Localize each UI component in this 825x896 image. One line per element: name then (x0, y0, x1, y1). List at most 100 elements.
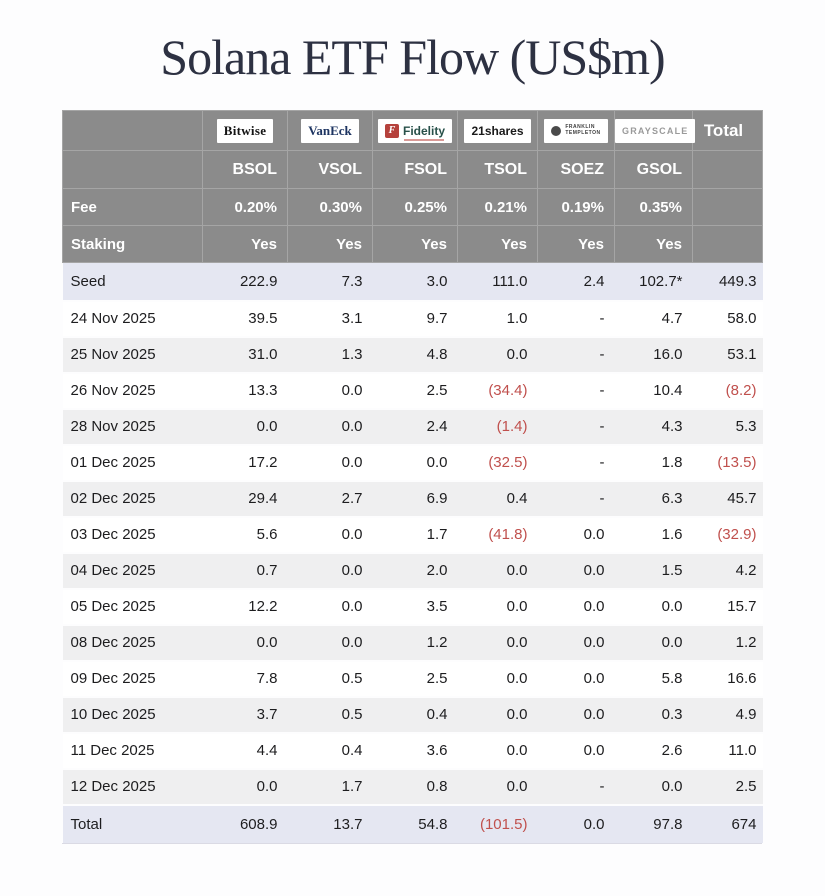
flow-cell: 4.4 (202, 731, 288, 769)
page-title: Solana ETF Flow (US$m) (160, 29, 665, 85)
row-label: 11 Dec 2025 (62, 731, 203, 769)
flow-cell: 0.0 (537, 551, 615, 589)
table-row: 08 Dec 2025 0.0 0.0 1.2 0.0 0.0 0.0 1.2 (62, 623, 763, 661)
grayscale-logo-cell: GRAYSCALE (614, 110, 696, 151)
shares21-logo-text: 21shares (471, 123, 524, 138)
fee-cell-tsol: 0.21% (457, 188, 538, 226)
flow-cell: - (537, 335, 615, 373)
flow-cell: 1.6 (614, 515, 693, 553)
row-label: 26 Nov 2025 (62, 371, 203, 409)
row-label: 02 Dec 2025 (62, 479, 203, 517)
fee-cell-fsol: 0.25% (372, 188, 458, 226)
row-total-cell: 45.7 (692, 479, 763, 517)
flow-cell: 0.0 (457, 587, 538, 625)
flow-cell: 0.4 (287, 731, 373, 769)
flow-cell: 2.6 (614, 731, 693, 769)
flow-cell: - (537, 767, 615, 805)
flow-cell: 0.0 (537, 803, 615, 843)
flow-cell: 0.0 (287, 371, 373, 409)
staking-cell-fsol: Yes (372, 225, 458, 263)
row-label: Total (62, 803, 203, 843)
flow-cell: 1.0 (457, 299, 538, 337)
table-row: Total 608.9 13.7 54.8 (101.5) 0.0 97.8 674 (62, 803, 763, 843)
staking-row-label: Staking (62, 225, 203, 263)
flow-cell: (41.8) (457, 515, 538, 553)
fee-cell-vsol: 0.30% (287, 188, 373, 226)
table-row: 05 Dec 2025 12.2 0.0 3.5 0.0 0.0 0.0 15.7 (62, 587, 763, 625)
flow-cell: 6.9 (372, 479, 458, 517)
grayscale-logo-text: GRAYSCALE (622, 125, 689, 136)
row-total-cell: 2.5 (692, 767, 763, 805)
table-row: 11 Dec 2025 4.4 0.4 3.6 0.0 0.0 2.6 11.0 (62, 731, 763, 769)
flow-cell: 0.0 (457, 731, 538, 769)
flow-cell: 0.0 (537, 623, 615, 661)
flow-cell: - (537, 299, 615, 337)
flow-cell: 4.8 (372, 335, 458, 373)
flow-cell: 0.4 (457, 479, 538, 517)
table-row: 09 Dec 2025 7.8 0.5 2.5 0.0 0.0 5.8 16.6 (62, 659, 763, 697)
ticker-cell-soez: SOEZ (537, 150, 615, 189)
bitwise-logo-text: Bitwise (223, 122, 267, 138)
table-row: 28 Nov 2025 0.0 0.0 2.4 (1.4) -4.3 5.3 (62, 407, 763, 445)
flow-cell: 0.0 (457, 659, 538, 697)
flow-cell: 0.0 (287, 551, 373, 589)
franklin-logo: FRANKLIN TEMPLETON (544, 118, 608, 143)
vaneck-logo-text: VanEck (308, 122, 352, 138)
flow-cell: 0.0 (287, 443, 373, 481)
fee-cell-soez: 0.19% (537, 188, 615, 226)
flow-cell: 4.7 (614, 299, 693, 337)
row-label: Seed (70, 272, 106, 290)
row-label: 01 Dec 2025 (62, 443, 203, 481)
fee-row: Fee 0.20% 0.30% 0.25% 0.21% 0.19% 0.35% (62, 188, 763, 226)
staking-cell-vsol: Yes (287, 225, 373, 263)
row-total-cell: (13.5) (692, 443, 763, 481)
flow-cell: 3.5 (372, 587, 458, 625)
row-label: 28 Nov 2025 (62, 407, 203, 445)
table-row: 03 Dec 2025 5.6 0.0 1.7 (41.8) 0.0 1.6 (32.9) (62, 515, 763, 553)
flow-cell: 0.0 (287, 407, 373, 445)
staking-row: Staking Yes Yes Yes Yes Yes Yes (62, 225, 763, 263)
etf-flow-table: Bitwise VanEck F Fidelity 21shares FRANKLIN TE… (62, 110, 763, 843)
row-total-cell: 449.3 (718, 272, 757, 290)
row-label: 03 Dec 2025 (62, 515, 203, 553)
flow-cell: 0.0 (457, 623, 538, 661)
flow-cell: 0.7 (202, 551, 288, 589)
franklin-logo-line: TEMPLETON (565, 129, 601, 136)
flow-cell: 0.0 (372, 443, 458, 481)
flow-cell: 97.8 (614, 803, 693, 843)
flow-cell: 2.5 (372, 371, 458, 409)
ticker-cell-tsol: TSOL (457, 150, 538, 189)
flow-cell: 13.3 (202, 371, 288, 409)
table-row: 10 Dec 2025 3.7 0.5 0.4 0.0 0.0 0.3 4.9 (62, 695, 763, 733)
flow-cell: 0.3 (614, 695, 693, 733)
flow-cell: 7.8 (202, 659, 288, 697)
flow-cell: 1.2 (372, 623, 458, 661)
flow-cell: 1.5 (614, 551, 693, 589)
flow-cell: 0.0 (457, 695, 538, 733)
row-total-cell: 15.7 (692, 587, 763, 625)
flow-cell: 54.8 (372, 803, 458, 843)
franklin-head-icon (551, 125, 562, 136)
fee-cell-bsol: 0.20% (202, 188, 288, 226)
flow-cell: 31.0 (202, 335, 288, 373)
table-row: 26 Nov 2025 13.3 0.0 2.5 (34.4) -10.4 (8.2) (62, 371, 763, 409)
row-label: 24 Nov 2025 (62, 299, 203, 337)
table-row: 04 Dec 2025 0.7 0.0 2.0 0.0 0.0 1.5 4.2 (62, 551, 763, 589)
flow-cell: 3.0 (426, 272, 448, 290)
ticker-row-label (62, 150, 203, 189)
flow-cell: - (537, 407, 615, 445)
row-label: 09 Dec 2025 (62, 659, 203, 697)
franklin-logo-cell: FRANKLIN TEMPLETON (537, 110, 615, 151)
flow-cell: 0.0 (457, 335, 538, 373)
fidelity-logo-text: Fidelity (402, 123, 445, 141)
row-total-cell: 5.3 (692, 407, 763, 445)
flow-cell: 2.7 (287, 479, 373, 517)
flow-cell: 12.2 (202, 587, 288, 625)
flow-cell: (1.4) (457, 407, 538, 445)
flow-cell: (32.5) (457, 443, 538, 481)
row-label: 05 Dec 2025 (62, 587, 203, 625)
row-total-cell: 53.1 (692, 335, 763, 373)
flow-cell: 5.8 (614, 659, 693, 697)
table-row: Seed 222.9 7.3 3.0 111.0 2.4 102.7* 449.3 (62, 262, 763, 301)
shares21-logo-cell: 21shares (457, 110, 538, 151)
